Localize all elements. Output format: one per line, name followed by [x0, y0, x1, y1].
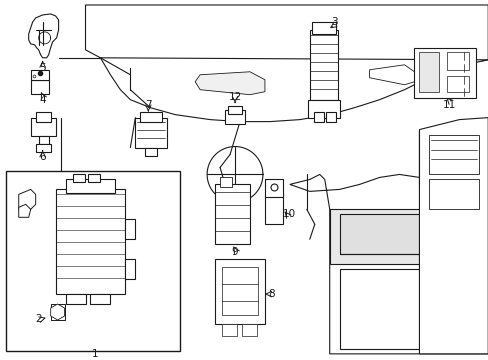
Bar	[31, 118, 56, 136]
Bar	[140, 112, 162, 122]
Bar	[36, 144, 51, 152]
Polygon shape	[29, 14, 59, 58]
Bar	[125, 259, 135, 279]
Bar	[220, 177, 232, 188]
Polygon shape	[100, 58, 487, 122]
Text: 5: 5	[39, 63, 46, 73]
Bar	[65, 179, 115, 193]
Bar	[414, 48, 475, 98]
Bar	[428, 179, 478, 209]
Polygon shape	[195, 72, 264, 95]
Bar	[264, 194, 282, 224]
Bar	[222, 267, 258, 315]
Bar	[447, 76, 468, 92]
Text: 1: 1	[92, 349, 99, 359]
Text: 10: 10	[283, 209, 296, 219]
Bar	[339, 214, 478, 254]
Bar	[6, 171, 180, 351]
Text: 3: 3	[331, 17, 337, 27]
Bar	[264, 179, 282, 197]
Text: 12: 12	[228, 92, 241, 102]
Bar	[224, 110, 244, 123]
Text: 4: 4	[39, 95, 46, 105]
Bar	[339, 269, 478, 349]
Text: 2: 2	[35, 314, 42, 324]
Bar	[56, 189, 125, 294]
Bar	[72, 175, 84, 183]
Polygon shape	[369, 65, 414, 85]
Bar	[31, 70, 48, 80]
Bar	[447, 52, 468, 70]
Bar	[65, 294, 85, 304]
Polygon shape	[19, 204, 31, 217]
Bar	[428, 135, 478, 175]
Bar	[227, 106, 242, 114]
Bar	[242, 324, 256, 336]
Polygon shape	[329, 209, 487, 264]
Bar	[222, 324, 237, 336]
Bar	[215, 259, 264, 324]
Bar	[313, 112, 323, 122]
Bar	[36, 112, 51, 122]
Bar	[51, 304, 64, 320]
Text: 11: 11	[442, 100, 455, 110]
Bar	[419, 52, 439, 92]
Polygon shape	[85, 5, 487, 108]
Bar	[125, 219, 135, 239]
Text: 6: 6	[39, 153, 46, 162]
Text: 9: 9	[231, 247, 238, 257]
Bar	[325, 112, 335, 122]
Bar	[309, 30, 337, 100]
Polygon shape	[51, 304, 64, 320]
Bar	[145, 148, 157, 156]
Bar	[135, 118, 167, 148]
Bar	[311, 22, 335, 34]
Text: 7: 7	[145, 100, 151, 110]
Polygon shape	[289, 175, 487, 354]
Bar	[31, 80, 48, 94]
Bar	[215, 184, 249, 244]
Polygon shape	[19, 189, 36, 209]
Bar	[88, 175, 100, 183]
Bar	[307, 100, 339, 118]
Bar	[90, 294, 110, 304]
Text: 8: 8	[268, 289, 275, 299]
Bar	[39, 136, 48, 144]
Polygon shape	[419, 118, 487, 354]
